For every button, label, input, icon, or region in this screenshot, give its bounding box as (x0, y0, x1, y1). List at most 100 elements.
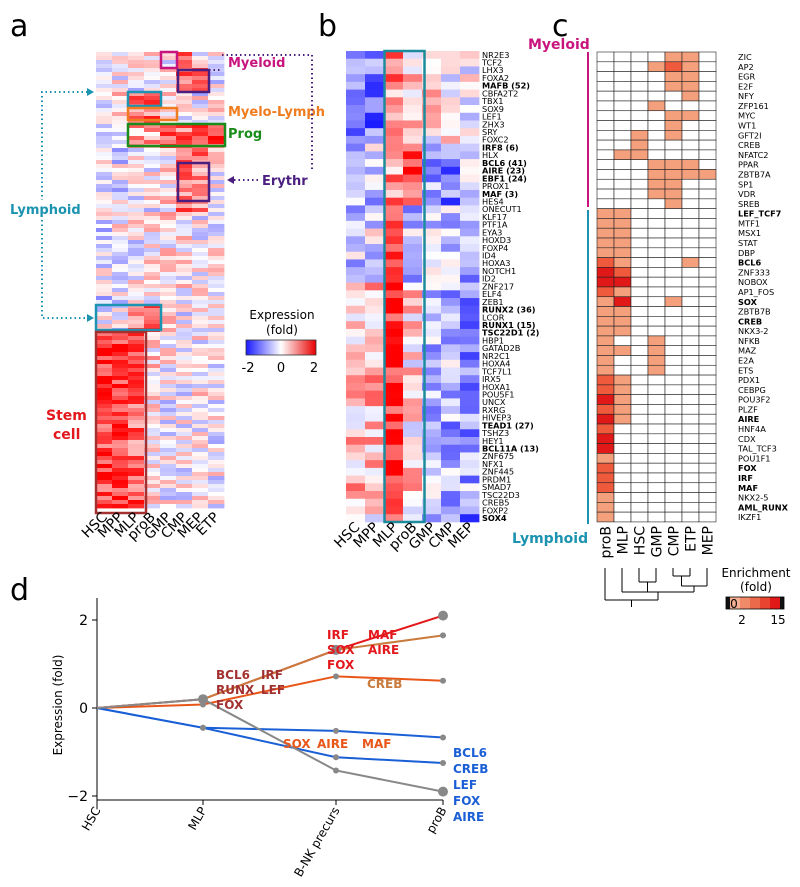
enrichment-cell (613, 178, 632, 190)
heatmap-cell (441, 483, 461, 492)
heatmap-cell (160, 96, 177, 101)
heatmap-cell (112, 268, 129, 273)
series-line (96, 675, 444, 709)
heatmap-cell (192, 296, 209, 301)
heatmap-cell (365, 135, 385, 145)
heatmap-cell (441, 228, 461, 237)
heatmap-cell (112, 308, 129, 313)
cluster-label-lymphoid: Lymphoid (10, 203, 81, 218)
heatmap-cell (208, 204, 225, 209)
motif-label: NOBOX (738, 277, 768, 287)
heatmap-cell (176, 88, 193, 93)
series-point (438, 610, 448, 621)
heatmap-cell (384, 74, 404, 83)
heatmap-cell (422, 151, 442, 160)
series-line (96, 698, 444, 793)
enrichment-cell (647, 384, 666, 395)
enrichment-cell (613, 227, 632, 239)
enrichment-cell (698, 433, 717, 444)
heatmap-cell (128, 208, 145, 213)
enrichment-cell (613, 169, 632, 180)
enrichment-cell (596, 110, 615, 121)
heatmap-cell (176, 344, 193, 349)
heatmap-cell (346, 344, 366, 353)
heatmap-cell (422, 305, 442, 314)
enrichment-cell (698, 443, 717, 454)
heatmap-cell (384, 274, 404, 283)
enrichment-cell (681, 90, 700, 102)
heatmap-cell (208, 196, 225, 201)
heatmap-cell (112, 440, 129, 445)
gene-label: HOXA4 (482, 359, 511, 369)
heatmap-cell (208, 308, 225, 313)
heatmap-cell (144, 180, 161, 185)
heatmap-cell (128, 400, 145, 405)
heatmap-cell (192, 192, 209, 197)
heatmap-cell (176, 228, 193, 233)
heatmap-cell (346, 220, 366, 229)
heatmap-cell (176, 400, 193, 405)
motif-label: NFATC2 (738, 150, 769, 160)
enrichment-cell (630, 433, 649, 444)
heatmap-cell (460, 491, 480, 500)
heatmap-cell (112, 292, 129, 297)
heatmap-cell (144, 456, 161, 461)
enrichment-cell (630, 218, 649, 229)
heatmap-cell (208, 180, 225, 185)
heatmap-cell (160, 476, 177, 481)
heatmap-cell (176, 428, 193, 433)
gene-label: TCF7L1 (481, 366, 512, 376)
enrichment-cell (630, 237, 649, 249)
heatmap-cell (441, 460, 461, 469)
enrichment-cell (596, 433, 615, 444)
heatmap-cell (441, 328, 461, 338)
heatmap-cell (160, 416, 177, 421)
y-tick-label: −2 (67, 789, 88, 805)
gene-label: EYA3 (482, 227, 502, 237)
heatmap-cell (208, 300, 225, 305)
heatmap-cell (112, 416, 129, 421)
heatmap-cell (160, 260, 177, 265)
gene-label: EBF1 (24) (482, 173, 527, 183)
motif-label: MAF (738, 483, 758, 493)
chart-annotation: FOX (216, 698, 244, 712)
heatmap-cell (192, 384, 209, 389)
heatmap-cell (208, 200, 225, 205)
heatmap-cell (128, 100, 145, 105)
heatmap-cell (176, 184, 193, 189)
heatmap-cell (96, 60, 113, 65)
heatmap-cell (192, 420, 209, 425)
heatmap-cell (422, 66, 442, 75)
heatmap-cell (192, 128, 209, 133)
heatmap-cell (384, 236, 404, 245)
enrichment-cell (698, 306, 717, 317)
heatmap-cell (96, 376, 113, 381)
heatmap-cell (384, 514, 404, 523)
enrichment-cell (630, 208, 649, 219)
heatmap-cell (96, 280, 113, 285)
gene-label: KLF17 (482, 212, 507, 222)
heatmap-cell (160, 480, 177, 485)
enrichment-cell (681, 169, 700, 180)
chart-annotation: CREB (367, 677, 402, 691)
enrichment-cell (613, 139, 632, 151)
heatmap-cell (403, 58, 423, 67)
heatmap-cell (96, 116, 113, 121)
heatmap-cell (192, 196, 209, 201)
enrichment-cell (681, 482, 700, 493)
heatmap-cell (192, 400, 209, 405)
heatmap-cell (176, 436, 193, 441)
heatmap-cell (422, 259, 442, 268)
heatmap-cell (128, 84, 145, 89)
heatmap-cell (112, 100, 129, 105)
heatmap-cell (192, 428, 209, 433)
heatmap-cell (144, 376, 161, 381)
series-point (200, 724, 206, 731)
cell-type-label: MLP (616, 526, 632, 554)
heatmap-cell (422, 444, 442, 453)
heatmap-cell (192, 184, 209, 189)
enrichment-cell (630, 198, 649, 209)
heatmap-cell (365, 228, 385, 237)
enrichment-cell (664, 81, 683, 92)
heatmap-cell (176, 224, 193, 229)
